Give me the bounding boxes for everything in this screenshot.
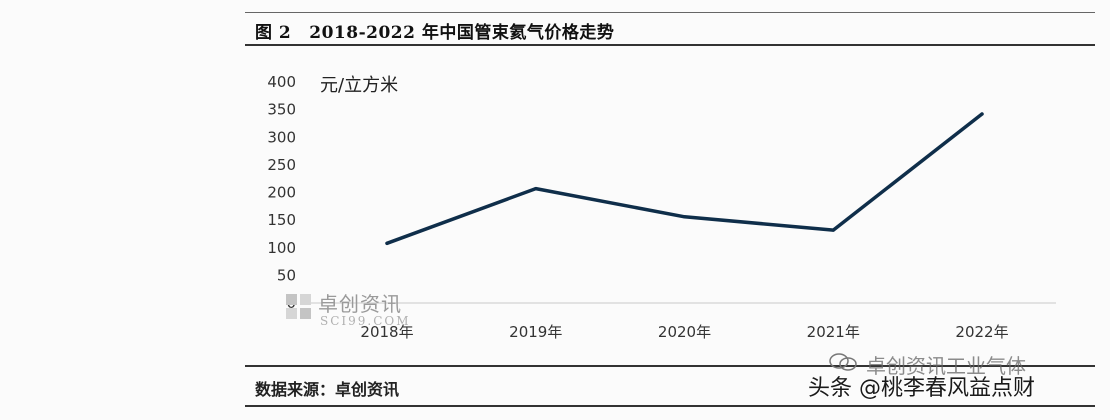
- bottom-border-rule: [245, 405, 1095, 407]
- data-source: 数据来源：卓创资讯: [255, 380, 400, 399]
- x-tick-label: 2018年: [360, 323, 413, 341]
- data-point: [385, 241, 389, 245]
- bottom-rule: [245, 365, 1095, 367]
- data-point: [682, 215, 687, 219]
- figure-number: 图 2: [255, 23, 292, 43]
- series-line: [385, 112, 984, 246]
- y-tick-label: 350: [267, 101, 296, 119]
- channel-watermark: 卓创资讯工业气体: [866, 354, 1026, 378]
- attribution-watermark: 头条 @桃李春风益点财: [808, 376, 1035, 401]
- y-tick-label: 50: [277, 266, 296, 284]
- y-axis-unit-label: 元/立方米: [320, 75, 398, 96]
- x-tick-label: 2020年: [658, 323, 711, 341]
- logo-watermark-subtext: SCI99.COM: [320, 314, 411, 328]
- x-axis-ticks: 2018年 2019年 2020年 2021年 2022年: [360, 323, 1008, 341]
- x-tick-label: 2021年: [807, 323, 860, 341]
- y-axis-ticks: 050100150200250300350400: [267, 73, 296, 312]
- y-tick-label: 400: [267, 73, 296, 91]
- data-point: [534, 187, 538, 191]
- title-rule: [245, 44, 1095, 46]
- top-thin-rule: [245, 12, 1095, 13]
- logo-watermark-text: 卓创资讯: [318, 292, 402, 316]
- series-group: [385, 112, 984, 246]
- sci99-logo-icon: [286, 294, 311, 319]
- data-point: [980, 112, 984, 116]
- figure-title-text: 2018-2022 年中国管束氦气价格走势: [309, 23, 615, 43]
- y-tick-label: 100: [267, 239, 296, 257]
- x-tick-label: 2022年: [955, 323, 1008, 341]
- x-tick-label: 2019年: [509, 323, 562, 341]
- y-tick-label: 200: [267, 184, 296, 202]
- figure-title: 图 2 2018-2022 年中国管束氦气价格走势: [255, 18, 614, 43]
- y-tick-label: 300: [267, 128, 296, 146]
- data-point: [831, 228, 835, 232]
- wechat-icon: [829, 353, 857, 371]
- y-tick-label: 250: [267, 156, 296, 174]
- y-tick-label: 150: [267, 211, 296, 229]
